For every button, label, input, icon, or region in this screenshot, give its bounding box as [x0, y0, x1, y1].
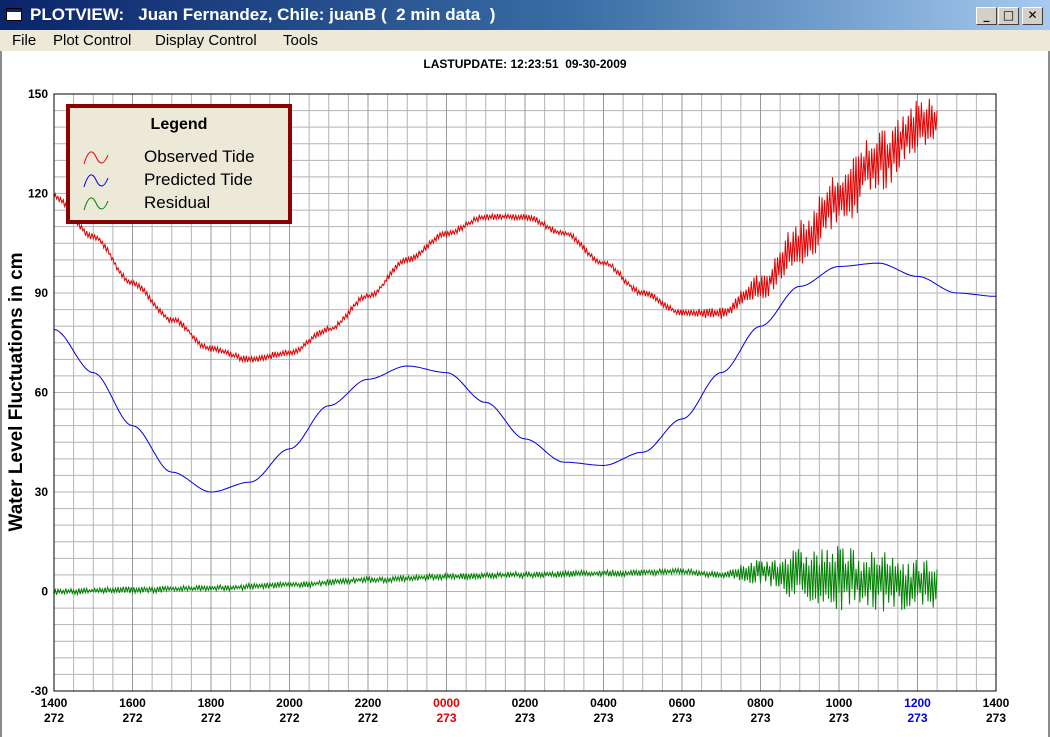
- x-tick-time: 0800: [747, 696, 774, 710]
- window-title: PLOTVIEW: Juan Fernandez, Chile: juanB (…: [30, 5, 496, 24]
- x-tick-day: 273: [986, 711, 1006, 725]
- x-tick-time: 0600: [669, 696, 696, 710]
- x-tick-labels: 1400272160027218002722000272220027200002…: [41, 696, 1010, 725]
- close-button[interactable]: ✕: [1022, 7, 1043, 25]
- x-tick-time: 2000: [276, 696, 303, 710]
- legend-box: Legend Observed Tide Predicted Tide Resi…: [66, 104, 292, 224]
- menu-bar: File Plot Control Display Control Tools: [0, 30, 1050, 51]
- series-line-predicted-tide: [53, 262, 996, 493]
- predicted-wave-icon: [83, 174, 109, 188]
- plot-area-border: [53, 93, 997, 692]
- chart-series: [53, 98, 996, 612]
- last-update-text: LASTUPDATE: 12:23:51 09-30-2009: [423, 57, 627, 71]
- x-tick-day: 272: [44, 711, 64, 725]
- x-tick-day: 273: [907, 711, 927, 725]
- app-window-icon[interactable]: [6, 8, 22, 21]
- x-tick-time: 1400: [983, 696, 1010, 710]
- y-tick-label: 60: [35, 386, 49, 400]
- x-tick-time: 2200: [355, 696, 382, 710]
- menu-file[interactable]: File: [12, 32, 37, 49]
- chart-grid: [54, 94, 996, 691]
- x-tick-day: 273: [593, 711, 613, 725]
- y-axis-label: Water Level Fluctuations in cm: [6, 252, 27, 531]
- menu-plot-control[interactable]: Plot Control: [53, 32, 132, 49]
- x-tick-time: 0200: [512, 696, 539, 710]
- maximize-button[interactable]: □: [998, 7, 1019, 25]
- residual-wave-icon: [83, 197, 109, 211]
- legend-title: Legend: [150, 116, 208, 133]
- observed-wave-icon: [83, 151, 109, 165]
- x-tick-day: 273: [672, 711, 692, 725]
- x-tick-time: 0000: [433, 696, 460, 710]
- y-tick-label: 120: [28, 187, 48, 201]
- x-tick-time: 1800: [198, 696, 225, 710]
- series-line-observed-tide: [53, 98, 938, 364]
- x-tick-day: 273: [829, 711, 849, 725]
- x-tick-time: 1600: [119, 696, 146, 710]
- y-tick-label: 30: [35, 485, 49, 499]
- menu-display-control[interactable]: Display Control: [155, 32, 257, 49]
- legend-label-predicted: Predicted Tide: [144, 170, 253, 189]
- x-tick-day: 272: [358, 711, 378, 725]
- x-tick-day: 272: [201, 711, 221, 725]
- minimize-button[interactable]: _: [976, 7, 997, 25]
- x-tick-time: 1200: [904, 696, 931, 710]
- y-tick-label: 150: [28, 87, 48, 101]
- legend-label-observed: Observed Tide: [144, 147, 255, 166]
- x-tick-day: 272: [279, 711, 299, 725]
- series-line-residual: [53, 545, 938, 612]
- x-tick-time: 1000: [826, 696, 853, 710]
- legend-label-residual: Residual: [144, 193, 211, 212]
- x-tick-time: 1400: [41, 696, 68, 710]
- menu-tools[interactable]: Tools: [283, 32, 319, 49]
- x-tick-day: 273: [515, 711, 535, 725]
- title-bar[interactable]: PLOTVIEW: Juan Fernandez, Chile: juanB (…: [0, 0, 1050, 30]
- y-tick-labels: 150 120 90 60 30 0 -30: [28, 87, 48, 698]
- x-tick-time: 0400: [590, 696, 617, 710]
- x-tick-day: 273: [750, 711, 770, 725]
- y-tick-label: -30: [31, 684, 49, 698]
- y-tick-label: 0: [41, 585, 48, 599]
- x-tick-day: 273: [436, 711, 456, 725]
- x-tick-day: 272: [122, 711, 142, 725]
- y-tick-label: 90: [35, 286, 49, 300]
